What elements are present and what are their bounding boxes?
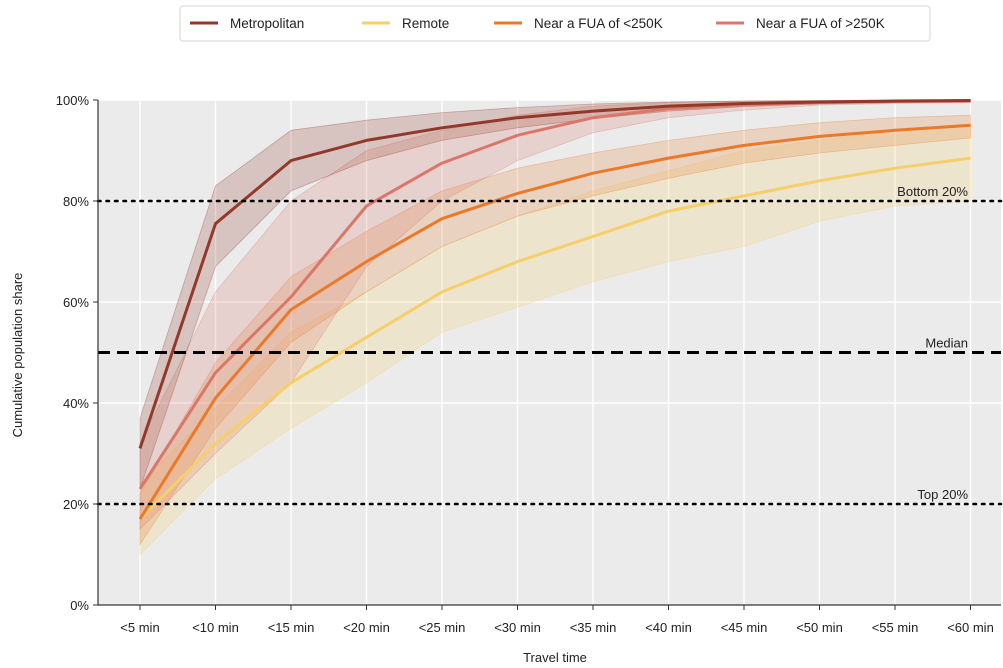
series-lines [138, 99, 971, 521]
legend-box [179, 5, 931, 42]
x-axis-title: Travel time [523, 650, 587, 665]
line-near-a-fua-of-250k [138, 123, 971, 520]
y-tick-label: 20% [63, 497, 89, 512]
legend-label[interactable]: Remote [402, 16, 449, 31]
x-tick-label: <30 min [494, 620, 541, 635]
y-tick-label: 40% [63, 396, 89, 411]
line-remote [138, 156, 971, 521]
x-tick-label: <15 min [268, 620, 315, 635]
ref-label-top-20-: Top 20% [917, 487, 968, 502]
x-tick-label: <45 min [721, 620, 768, 635]
band-near-a-fua-of-250k [139, 114, 971, 546]
y-axis-title: Cumulative population share [10, 273, 25, 438]
legend[interactable]: Metropolitan Remote Near a FUA of <250K Nea… [179, 5, 931, 42]
x-tick-label: <20 min [343, 620, 390, 635]
x-tick-label: <60 min [947, 620, 994, 635]
x-tick-label: <35 min [570, 620, 617, 635]
ref-label-median: Median [925, 336, 968, 351]
ref-label-bottom-20-: Bottom 20% [897, 184, 968, 199]
x-tick-label: <50 min [796, 620, 843, 635]
x-tick-label: <40 min [645, 620, 692, 635]
y-tick-label: 60% [63, 295, 89, 310]
y-tick-label: 100% [56, 93, 90, 108]
legend-label[interactable]: Near a FUA of >250K [756, 16, 885, 31]
y-tick-label: 0% [70, 598, 89, 613]
line-metropolitan [138, 99, 971, 449]
x-tick-label: <10 min [192, 620, 239, 635]
x-tick-label: <25 min [419, 620, 466, 635]
x-tick-label: <5 min [120, 620, 159, 635]
y-tick-label: 80% [63, 194, 89, 209]
legend-label[interactable]: Near a FUA of <250K [534, 16, 663, 31]
band-remote [139, 124, 971, 556]
axes: <5 min <10 min <15 min <20 min <25 min <30 mi… [56, 93, 1001, 635]
x-tick-label: <55 min [872, 620, 919, 635]
legend-label[interactable]: Metropolitan [230, 16, 304, 31]
confidence-bands [139, 99, 971, 556]
reference-lines: Bottom 20% Median Top 20% [96, 184, 1003, 506]
